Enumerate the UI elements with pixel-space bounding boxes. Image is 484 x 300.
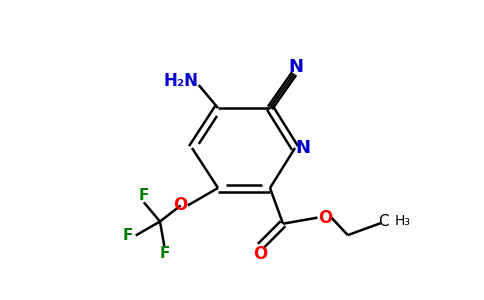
Text: H₃: H₃ [394,214,410,228]
Text: N: N [288,58,303,76]
Text: C: C [378,214,389,229]
Text: O: O [318,208,333,226]
Text: O: O [253,245,268,263]
Text: F: F [139,188,149,203]
Text: O: O [174,196,188,214]
Text: N: N [296,139,311,157]
Text: F: F [159,246,169,261]
Text: H₂N: H₂N [163,72,198,90]
Text: F: F [122,228,133,243]
